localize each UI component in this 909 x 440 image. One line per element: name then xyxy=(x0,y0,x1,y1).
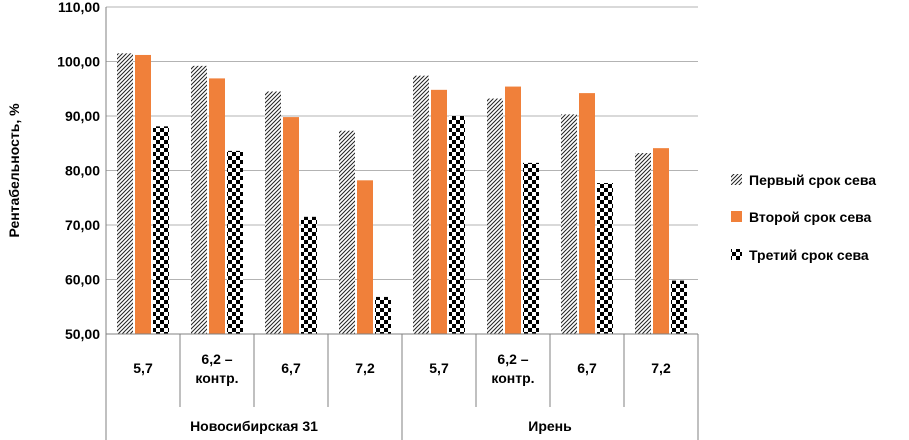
y-tick-label: 100,00 xyxy=(57,54,100,70)
bar-second-sowing xyxy=(505,86,521,334)
bar-second-sowing xyxy=(653,148,669,334)
legend-swatch xyxy=(731,249,742,260)
y-axis-title: Рентабельность, % xyxy=(6,103,22,238)
legend-label: Третий срок сева xyxy=(749,247,869,263)
bar-third-sowing xyxy=(671,280,687,334)
bar-third-sowing xyxy=(597,183,613,334)
x-group-label: Ирень xyxy=(528,418,572,434)
bar-second-sowing xyxy=(431,89,447,334)
bar-second-sowing xyxy=(357,180,373,334)
y-tick-label: 60,00 xyxy=(65,272,100,288)
x-group-label: Новосибирская 31 xyxy=(190,418,318,434)
axes: 50,00 60,00 70,00 80,00 90,00 100,00 110,00 Рен… xyxy=(6,0,699,440)
legend-label: Первый срок сева xyxy=(749,172,876,188)
x-category-label: 6,2 – контр. xyxy=(195,351,238,386)
legend-swatch xyxy=(731,211,742,222)
x-category-label: 6,2 – контр. xyxy=(491,351,534,386)
y-tick-label: 50,00 xyxy=(65,326,100,342)
bar-second-sowing xyxy=(579,93,595,334)
y-tick-label: 70,00 xyxy=(65,217,100,233)
bar-first-sowing xyxy=(413,75,429,335)
legend: Первый срок сева Второй срок сева Третий с… xyxy=(731,172,876,263)
bar-third-sowing xyxy=(523,162,539,334)
bar-first-sowing xyxy=(191,65,207,335)
x-category-label: 7,2 xyxy=(651,360,671,376)
y-tick-label: 90,00 xyxy=(65,108,100,124)
bars xyxy=(117,53,687,335)
x-category-label: 6,7 xyxy=(281,360,301,376)
bar-first-sowing xyxy=(561,114,577,335)
bar-second-sowing xyxy=(135,54,151,335)
bar-first-sowing xyxy=(265,91,281,334)
y-tick-label: 80,00 xyxy=(65,163,100,179)
bar-first-sowing xyxy=(635,153,651,334)
bar-third-sowing xyxy=(227,150,243,334)
legend-label: Второй срок сева xyxy=(749,209,872,225)
x-category-label: 7,2 xyxy=(355,360,375,376)
bar-third-sowing xyxy=(375,296,391,334)
bar-first-sowing xyxy=(117,53,133,334)
x-category-label: 5,7 xyxy=(429,360,449,376)
bar-second-sowing xyxy=(209,78,225,335)
bar-second-sowing xyxy=(283,117,299,334)
x-category-label: 5,7 xyxy=(133,360,153,376)
bar-third-sowing xyxy=(449,116,465,334)
bar-third-sowing xyxy=(153,126,169,334)
bar-first-sowing xyxy=(339,130,355,334)
legend-swatch xyxy=(731,174,742,185)
bar-first-sowing xyxy=(487,98,503,334)
x-category-label: 6,7 xyxy=(577,360,597,376)
bar-third-sowing xyxy=(301,216,317,334)
y-tick-label: 110,00 xyxy=(58,0,100,15)
